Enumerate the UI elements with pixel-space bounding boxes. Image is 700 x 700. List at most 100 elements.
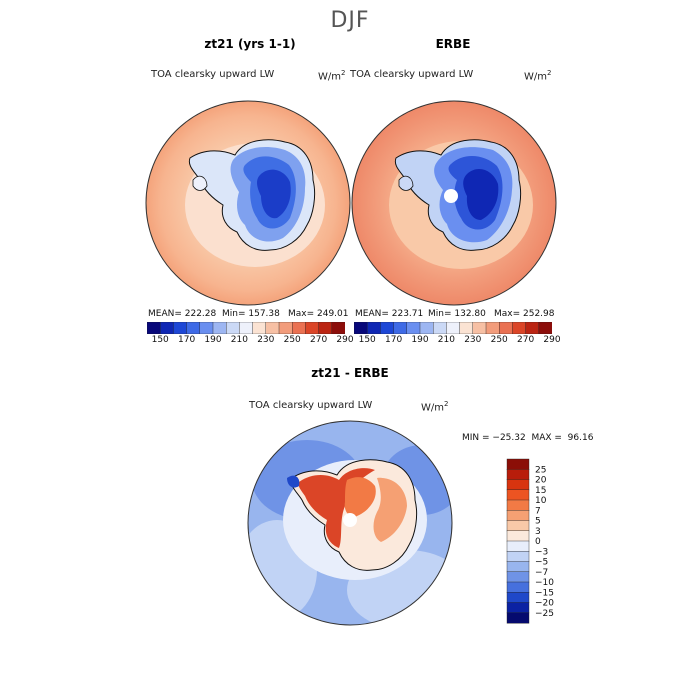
panel-1-colorbar-swatch (239, 322, 254, 334)
panel-1-colorbar-tick: 210 (230, 335, 248, 345)
diff-colorbar-swatch (506, 571, 530, 583)
panel-1-colorbar-swatch (331, 322, 345, 334)
panel-2-colorbar-swatch (525, 322, 540, 334)
panel-2-colorbar-swatch (446, 322, 461, 334)
diff-colorbar-swatch (506, 551, 530, 563)
diff-colorbar-tick: −20 (535, 599, 554, 609)
panel-2-mean: MEAN= 223.71 (355, 309, 424, 319)
panel-1-colorbar-swatch (159, 322, 175, 334)
panel-1-colorbar-tick: 190 (204, 335, 222, 345)
diff-colorbar-tick: 0 (535, 537, 541, 547)
panel-1-map (145, 100, 351, 306)
diff-colorbar-tick: 7 (535, 506, 541, 516)
panel-2-units: W/m2 (524, 69, 552, 83)
panel-1-colorbar-swatch (305, 322, 320, 334)
panel-2-colorbar-tick: 170 (385, 335, 403, 345)
panel-2-colorbar-swatch (432, 322, 448, 334)
diff-colorbar-tick: −15 (535, 588, 554, 598)
panel-1-peninsula (192, 175, 208, 191)
diff-colorbar-swatch (506, 602, 530, 614)
diff-stats: MIN = −25.32 MAX = 96.16 (462, 433, 594, 443)
panel-1-colorbar-swatch (318, 322, 333, 334)
diff-colorbar-swatch (506, 458, 530, 470)
diff-colorbar-swatch (506, 581, 530, 593)
diff-colorbar-tick: 3 (535, 527, 541, 537)
panel-1-max: Max= 249.01 (288, 309, 349, 319)
panel-2-colorbar-tick: 290 (543, 335, 561, 345)
panel-2-colorbar-tick: 190 (411, 335, 429, 345)
panel-2-colorbar-swatch (459, 322, 474, 334)
diff-colorbar-tick: −10 (535, 578, 554, 588)
panel-1-title: zt21 (yrs 1-1) (204, 37, 296, 51)
panel-2-colorbar-swatch (366, 322, 382, 334)
panel-1-colorbar-swatch (186, 322, 201, 334)
diff-colorbar-tick: −25 (535, 609, 554, 619)
panel-2-colorbar-swatch (380, 322, 395, 334)
diff-colorbar-swatch (506, 510, 530, 522)
diff-colorbar-swatch (506, 592, 530, 604)
diff-colorbar-tick: −5 (535, 558, 548, 568)
panel-2-colorbar-swatch (472, 322, 487, 334)
diff-colorbar-swatch (506, 499, 530, 511)
diff-colorbar-tick: 5 (535, 517, 541, 527)
season-title: DJF (330, 8, 370, 33)
diff-colorbar-tick: 25 (535, 465, 546, 475)
panel-2-colorbar-swatch (419, 322, 434, 334)
diff-colorbar-swatch (506, 489, 530, 501)
panel-2-colorbar-swatch (512, 322, 527, 334)
panel-2-colorbar-tick: 150 (358, 335, 376, 345)
panel-1-colorbar-tick: 290 (336, 335, 354, 345)
diff-colorbar-tick: −7 (535, 568, 548, 578)
diff-colorbar-swatch (506, 561, 530, 573)
panel-1-colorbar-tick: 270 (310, 335, 328, 345)
diff-title: zt21 - ERBE (311, 366, 389, 380)
panel-2-min: Min= 132.80 (428, 309, 486, 319)
panel-1-variable: TOA clearsky upward LW (151, 69, 275, 80)
panel-1-colorbar-tick: 250 (283, 335, 301, 345)
panel-2-variable: TOA clearsky upward LW (350, 69, 474, 80)
diff-warm-core (344, 477, 376, 518)
diff-colorbar-tick: 10 (535, 496, 547, 506)
panel-2-colorbar-swatch (498, 322, 514, 334)
diff-map-border (247, 420, 453, 626)
panel-2-colorbar-tick: 210 (437, 335, 455, 345)
panel-2-colorbar-tick: 250 (490, 335, 508, 345)
panel-1-colorbar (147, 322, 345, 334)
diff-east-warm (373, 477, 407, 542)
diff-colorbar-swatch (506, 479, 530, 491)
panel-2-max: Max= 252.98 (494, 309, 555, 319)
panel-2-colorbar-tick: 270 (517, 335, 535, 345)
panel-1-colorbar-swatch (252, 322, 267, 334)
panel-2-plateau-inner (463, 169, 499, 220)
panel-1-colorbar-tick: 230 (257, 335, 275, 345)
panel-1-colorbar-tick: 150 (151, 335, 169, 345)
diff-colorbar-swatch (506, 520, 530, 532)
panel-1-colorbar-ticks: 150 170 190 210 230 250 270 290 (147, 335, 354, 349)
panel-2-peninsula (398, 175, 414, 191)
panel-1-colorbar-swatch (212, 322, 227, 334)
panel-1-colorbar-swatch (265, 322, 280, 334)
panel-1-colorbar-tick: 170 (178, 335, 196, 345)
panel-1-min: Min= 157.38 (222, 309, 280, 319)
panel-2-colorbar (354, 322, 552, 334)
panel-1-units: W/m2 (318, 69, 346, 83)
diff-colorbar-swatch (506, 530, 530, 542)
panel-1-mean: MEAN= 222.28 (148, 309, 217, 319)
panel-2-colorbar-swatch (485, 322, 500, 334)
diff-variable: TOA clearsky upward LW (249, 400, 373, 411)
panel-2-colorbar-swatch (406, 322, 421, 334)
diff-colorbar-swatch (506, 540, 530, 552)
diff-warm-region (298, 468, 375, 548)
diff-map (247, 420, 453, 626)
panel-2-colorbar-ticks: 150 170 190 210 230 250 270 290 (354, 335, 561, 349)
panel-2-colorbar-swatch (538, 322, 552, 334)
panel-1-colorbar-swatch (173, 322, 188, 334)
panel-2-colorbar-swatch (354, 322, 368, 334)
diff-units: W/m2 (421, 400, 449, 414)
panel-1-colorbar-swatch (291, 322, 307, 334)
panel-2-map-border (351, 100, 557, 306)
diff-colorbar-tick: 20 (535, 476, 547, 486)
panel-2-title: ERBE (435, 37, 471, 51)
panel-2-colorbar-tick: 230 (464, 335, 482, 345)
